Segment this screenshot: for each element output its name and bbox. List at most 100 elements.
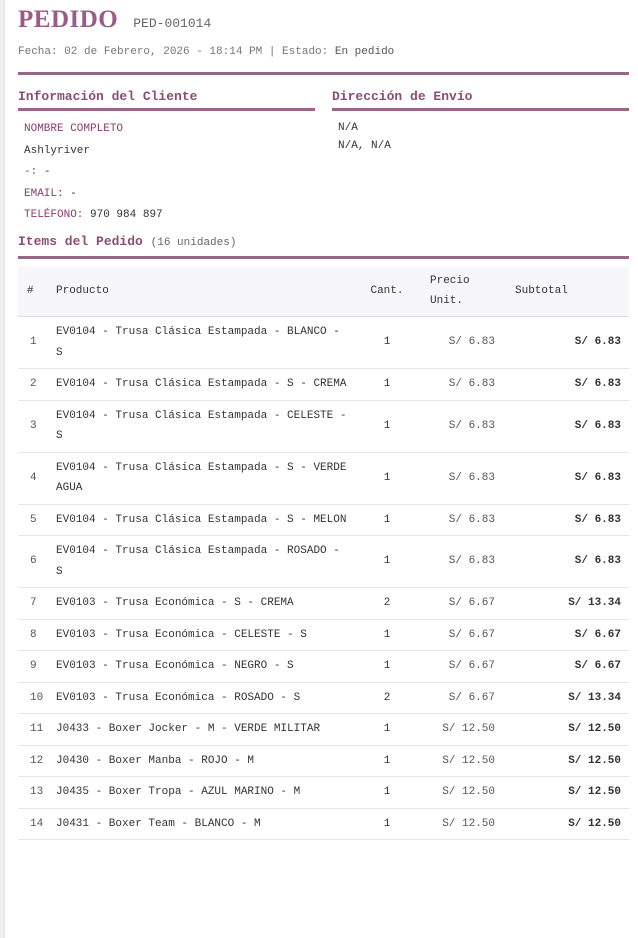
page-title: PEDIDO bbox=[18, 6, 119, 33]
order-document: PEDIDO PED-001014 Fecha: 02 de Febrero, … bbox=[18, 0, 629, 840]
product-name: EV0103 - Trusa Económica - S - CREMA bbox=[56, 587, 356, 620]
table-row: 14 J0431 - Boxer Team - BLANCO - M 1 S/ 12.… bbox=[18, 808, 629, 840]
row-number: 1 bbox=[18, 316, 56, 369]
subtotal: S/ 6.67 bbox=[503, 650, 629, 683]
subtotal: S/ 6.83 bbox=[503, 504, 629, 536]
product-name: EV0103 - Trusa Económica - CELESTE - S bbox=[56, 619, 356, 651]
product-name: EV0104 - Trusa Clásica Estampada - CELES… bbox=[56, 400, 356, 453]
divider bbox=[18, 72, 629, 75]
product-name: J0433 - Boxer Jocker - M - VERDE MILITAR bbox=[56, 713, 356, 746]
email-label: EMAIL: bbox=[24, 187, 64, 200]
row-number: 12 bbox=[18, 745, 56, 777]
row-number: 13 bbox=[18, 776, 56, 809]
subtotal: S/ 12.50 bbox=[503, 776, 629, 809]
quantity: 1 bbox=[356, 400, 418, 453]
quantity: 1 bbox=[356, 650, 418, 683]
quantity: 1 bbox=[356, 713, 418, 746]
row-number: 4 bbox=[18, 452, 56, 505]
quantity: 1 bbox=[356, 316, 418, 369]
divider bbox=[18, 108, 315, 111]
row-number: 3 bbox=[18, 400, 56, 453]
shipping-line2: N/A, N/A bbox=[338, 140, 391, 152]
product-name: EV0104 - Trusa Clásica Estampada - S - V… bbox=[56, 452, 356, 505]
items-count: (16 unidades) bbox=[150, 236, 237, 249]
unit-price: S/ 6.67 bbox=[418, 619, 503, 651]
table-row: 7 EV0103 - Trusa Económica - S - CREMA 2 S/… bbox=[18, 587, 629, 620]
row-number: 11 bbox=[18, 713, 56, 746]
col-unit-price: Precio Unit. bbox=[418, 266, 503, 317]
doc-label: -: bbox=[24, 166, 38, 178]
client-heading: Información del Cliente bbox=[18, 89, 198, 104]
unit-price: S/ 6.67 bbox=[418, 682, 503, 714]
items-title: Items del Pedido bbox=[18, 233, 143, 249]
quantity: 1 bbox=[356, 776, 418, 809]
row-number: 7 bbox=[18, 587, 56, 620]
row-number: 10 bbox=[18, 682, 56, 714]
items-table: # Producto Cant. Precio Unit. Subtotal 1… bbox=[18, 266, 629, 841]
product-name: J0435 - Boxer Tropa - AZUL MARINO - M bbox=[56, 776, 356, 809]
client-name: Ashlyriver bbox=[24, 144, 91, 157]
table-row: 5 EV0104 - Trusa Clásica Estampada - S - … bbox=[18, 504, 629, 536]
subtotal: S/ 12.50 bbox=[503, 808, 629, 840]
quantity: 1 bbox=[356, 808, 418, 840]
divider bbox=[332, 108, 629, 111]
table-row: 6 EV0104 - Trusa Clásica Estampada - ROSA… bbox=[18, 535, 629, 588]
product-name: EV0104 - Trusa Clásica Estampada - BLANC… bbox=[56, 316, 356, 369]
order-date: Fecha: 02 de Febrero, 2026 - 18:14 PM | … bbox=[18, 46, 329, 58]
col-product: Producto bbox=[56, 266, 356, 317]
product-name: EV0104 - Trusa Clásica Estampada - ROSAD… bbox=[56, 535, 356, 588]
product-name: J0430 - Boxer Manba - ROJO - M bbox=[56, 745, 356, 777]
unit-price: S/ 12.50 bbox=[418, 776, 503, 809]
quantity: 1 bbox=[356, 452, 418, 505]
doc-value: - bbox=[43, 166, 51, 178]
order-meta: Fecha: 02 de Febrero, 2026 - 18:14 PM | … bbox=[18, 46, 629, 58]
shipping-info: Dirección de Envío N/A N/A, N/A bbox=[332, 89, 629, 235]
left-edge bbox=[0, 0, 5, 938]
unit-price: S/ 6.83 bbox=[418, 316, 503, 369]
quantity: 1 bbox=[356, 745, 418, 777]
email-value: - bbox=[70, 187, 77, 200]
row-number: 14 bbox=[18, 808, 56, 840]
subtotal: S/ 13.34 bbox=[503, 682, 629, 714]
row-number: 2 bbox=[18, 368, 56, 401]
unit-price: S/ 6.83 bbox=[418, 535, 503, 588]
product-name: J0431 - Boxer Team - BLANCO - M bbox=[56, 808, 356, 840]
table-row: 12 J0430 - Boxer Manba - ROJO - M 1 S/ 12.5… bbox=[18, 745, 629, 777]
subtotal: S/ 6.83 bbox=[503, 535, 629, 588]
unit-price: S/ 12.50 bbox=[418, 808, 503, 840]
unit-price: S/ 6.67 bbox=[418, 650, 503, 683]
row-number: 6 bbox=[18, 535, 56, 588]
subtotal: S/ 13.34 bbox=[503, 587, 629, 620]
unit-price: S/ 6.83 bbox=[418, 504, 503, 536]
client-info: Información del Cliente NOMBRE COMPLETO … bbox=[18, 89, 315, 235]
unit-price: S/ 12.50 bbox=[418, 713, 503, 746]
row-number: 9 bbox=[18, 650, 56, 683]
subtotal: S/ 6.83 bbox=[503, 400, 629, 453]
col-number: # bbox=[18, 266, 56, 317]
quantity: 1 bbox=[356, 535, 418, 588]
unit-price: S/ 12.50 bbox=[418, 745, 503, 777]
product-name: EV0103 - Trusa Económica - NEGRO - S bbox=[56, 650, 356, 683]
phone-value: 970 984 897 bbox=[90, 209, 163, 221]
order-status: En pedido bbox=[334, 46, 395, 58]
table-row: 4 EV0104 - Trusa Clásica Estampada - S - … bbox=[18, 452, 629, 505]
quantity: 2 bbox=[356, 587, 418, 620]
col-qty: Cant. bbox=[356, 266, 418, 317]
subtotal: S/ 6.83 bbox=[503, 452, 629, 505]
subtotal: S/ 6.83 bbox=[503, 316, 629, 369]
order-title: PEDIDO PED-001014 bbox=[18, 6, 629, 36]
quantity: 1 bbox=[356, 368, 418, 401]
table-header: # Producto Cant. Precio Unit. Subtotal bbox=[18, 266, 629, 317]
col-subtotal: Subtotal bbox=[503, 266, 629, 317]
table-row: 11 J0433 - Boxer Jocker - M - VERDE MILIT… bbox=[18, 713, 629, 746]
table-row: 1 EV0104 - Trusa Clásica Estampada - BLAN… bbox=[18, 316, 629, 369]
quantity: 1 bbox=[356, 619, 418, 651]
table-row: 3 EV0104 - Trusa Clásica Estampada - CELE… bbox=[18, 400, 629, 453]
row-number: 5 bbox=[18, 504, 56, 536]
name-label: NOMBRE COMPLETO bbox=[24, 123, 124, 135]
product-name: EV0104 - Trusa Clásica Estampada - S - C… bbox=[56, 368, 356, 401]
table-row: 2 EV0104 - Trusa Clásica Estampada - S - … bbox=[18, 368, 629, 401]
